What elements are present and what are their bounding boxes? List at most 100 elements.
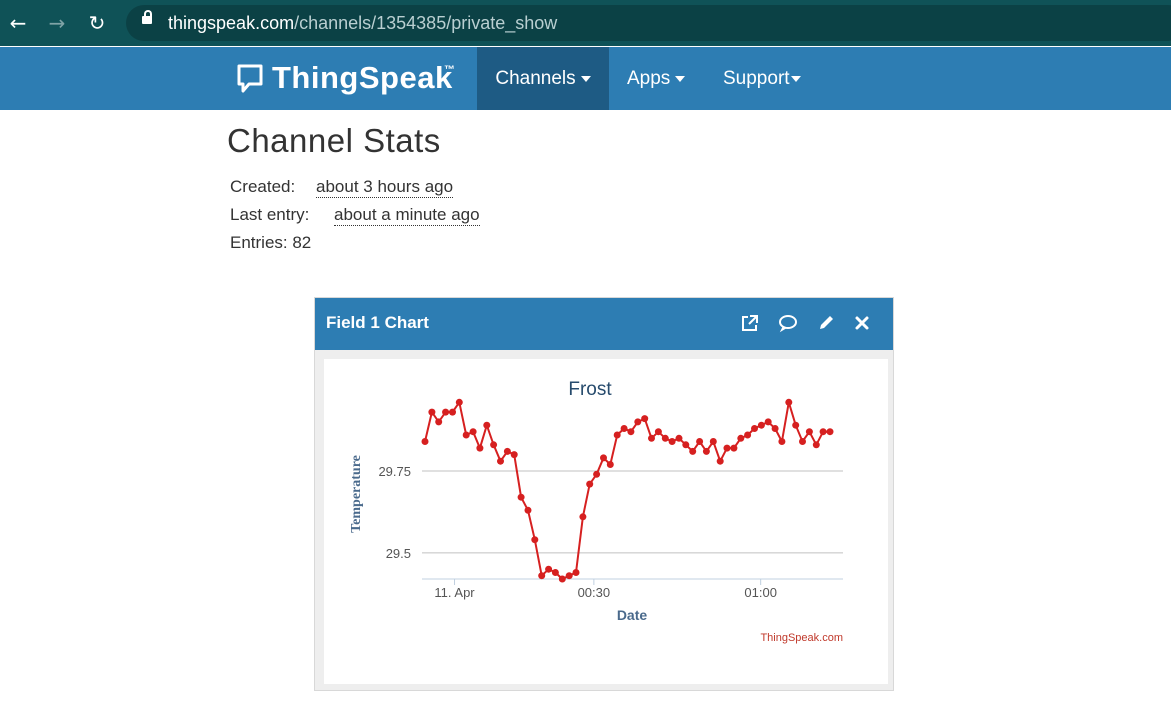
data-point [730, 444, 738, 452]
data-point [442, 408, 450, 416]
data-point [826, 428, 834, 436]
close-icon[interactable] [851, 312, 873, 334]
external-link-icon[interactable] [739, 312, 761, 334]
x-tick-label: 00:30 [578, 585, 611, 600]
menu-apps-label: Apps [627, 68, 671, 89]
data-point [613, 431, 621, 439]
data-point [490, 441, 498, 449]
data-point [702, 447, 710, 455]
trademark: ™ [444, 64, 455, 76]
caret-down-icon [580, 75, 591, 82]
data-point [462, 431, 470, 439]
data-point [600, 454, 607, 462]
menu-channels[interactable]: Channels [477, 47, 609, 110]
data-point [455, 398, 463, 406]
data-point [421, 438, 429, 445]
entries-count: Entries: 82 [230, 233, 312, 252]
forward-arrow-icon[interactable]: → [48, 11, 66, 35]
data-point [723, 444, 731, 452]
data-point [558, 575, 566, 583]
page-title: Channel Stats [227, 122, 441, 159]
data-point [696, 438, 704, 445]
menu-support[interactable]: Support [723, 47, 801, 110]
data-point [593, 470, 601, 478]
data-point [812, 441, 820, 449]
data-point [764, 418, 772, 426]
panel-title: Field 1 Chart [326, 313, 429, 332]
comment-icon[interactable] [777, 312, 799, 334]
data-point [510, 451, 518, 459]
x-tick-label: 11. Apr [434, 585, 475, 600]
pencil-icon[interactable] [815, 312, 837, 334]
y-axis-label: Temperature [349, 455, 364, 533]
chart-area: Frost 29.5 29.75 11. Apr 00:30 01:00 Date Tempe… [324, 359, 888, 684]
data-point [689, 447, 697, 455]
speech-bubble-logo-icon [237, 64, 263, 93]
data-point [565, 572, 573, 580]
reload-icon[interactable]: ↻ [88, 11, 106, 35]
data-point [771, 425, 779, 432]
data-point [524, 506, 532, 514]
data-point [531, 536, 539, 544]
data-point [709, 438, 717, 445]
last-entry-label: Last entry: [230, 205, 310, 224]
data-point [469, 428, 477, 436]
data-point [428, 408, 436, 416]
created-value: about 3 hours ago [316, 177, 454, 198]
data-point [675, 434, 683, 442]
data-point [483, 421, 491, 429]
data-point [572, 569, 580, 576]
data-point [682, 441, 690, 449]
data-point [778, 438, 786, 445]
menu-apps[interactable]: Apps [627, 47, 686, 110]
chart-svg: Frost 29.5 29.75 11. Apr 00:30 01:00 Date Tempe… [349, 379, 843, 644]
data-point [627, 428, 635, 436]
back-arrow-icon[interactable]: ← [9, 11, 27, 35]
data-point [805, 428, 813, 436]
data-point [737, 434, 745, 442]
lock-icon [142, 10, 152, 24]
data-point [538, 572, 546, 580]
data-point [551, 569, 559, 576]
data-point [744, 431, 752, 439]
data-point [648, 434, 655, 442]
chart-title: Frost [568, 379, 612, 400]
data-point [449, 408, 456, 416]
data-point [792, 421, 800, 429]
data-point [503, 447, 511, 455]
data-point [716, 457, 724, 465]
url-domain: thingspeak.com [168, 13, 295, 33]
menu-channels-label: Channels [495, 68, 576, 89]
data-point [641, 415, 649, 423]
y-tick-label: 29.5 [386, 546, 411, 561]
y-tick-label: 29.75 [378, 464, 411, 479]
browser-toolbar: ← → ↻ thingspeak.com/channels/1354385/pr… [0, 0, 1171, 46]
data-point [579, 513, 587, 521]
site-navbar: ThingSpeak ™ Channels Apps Support [0, 47, 1171, 110]
chart-credit: ThingSpeak.com [760, 632, 843, 644]
brand-name: ThingSpeak [272, 60, 453, 95]
data-point [545, 565, 553, 573]
data-point [586, 480, 594, 488]
url-text: thingspeak.com/channels/1354385/private_… [168, 13, 557, 34]
field-1-chart-panel: Field 1 Chart Frost 29.5 29.75 11. Apr 00:30… [314, 297, 894, 691]
data-point [476, 444, 484, 452]
data-point [751, 425, 758, 432]
caret-down-icon [675, 75, 686, 82]
url-path: /channels/1354385/private_show [294, 13, 558, 33]
menu-support-label: Support [723, 68, 790, 89]
panel-header: Field 1 Chart [315, 298, 893, 350]
x-tick-label: 01:00 [744, 585, 777, 600]
data-point [435, 418, 443, 426]
data-point [497, 457, 504, 465]
data-point [634, 418, 642, 426]
last-entry-value: about a minute ago [334, 205, 480, 226]
data-point [819, 428, 827, 436]
x-axis-label: Date [617, 607, 648, 623]
data-point [654, 428, 662, 436]
created-label: Created: [230, 177, 296, 196]
caret-down-icon [790, 75, 801, 82]
data-point [517, 493, 525, 501]
address-bar[interactable]: thingspeak.com/channels/1354385/private_… [126, 5, 1171, 41]
data-point [668, 438, 676, 445]
